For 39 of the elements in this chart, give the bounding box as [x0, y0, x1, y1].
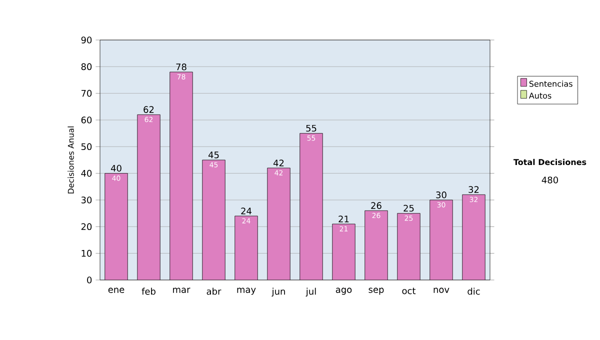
- text: Total Decisiones: [513, 158, 586, 166]
- y-axis-title: Decisiones Anual: [68, 126, 74, 194]
- x-tick-label: ago: [336, 288, 352, 295]
- x-tick-label: mar: [173, 288, 190, 293]
- total-label: 24: [241, 208, 252, 214]
- x-tick-label: nov: [434, 288, 450, 293]
- total-label: 40: [110, 164, 122, 172]
- y-tick-label: 80: [81, 63, 92, 70]
- x-tick-label: sep: [368, 288, 384, 295]
- legend-label: Sentencias: [529, 80, 572, 87]
- y-tick-label: 10: [82, 250, 92, 257]
- x-tick-label: abr: [206, 288, 222, 295]
- x-tick-label: ene: [108, 288, 124, 293]
- y-tick-label: 70: [81, 90, 92, 97]
- y-tick-label: 20: [81, 223, 92, 230]
- text: 480: [542, 176, 558, 184]
- total-label: 26: [371, 202, 382, 209]
- total-label: 30: [436, 191, 446, 198]
- x-tick-label: may: [237, 288, 256, 295]
- y-tick-label: 40: [81, 170, 92, 177]
- x-tick-label: dic: [468, 288, 480, 295]
- y-tick-label: 0: [87, 276, 92, 284]
- total-label: 62: [144, 106, 154, 113]
- total-label: 25: [404, 204, 414, 212]
- y-tick-label: 50: [81, 143, 92, 150]
- y-tick-label: 30: [81, 196, 92, 204]
- x-tick-label: jun: [272, 288, 285, 296]
- total-label: 21: [338, 216, 349, 222]
- x-tick-label: feb: [142, 288, 156, 295]
- y-tick-label: 90: [81, 36, 92, 44]
- total-label: 42: [273, 160, 284, 166]
- total-label: 55: [306, 124, 316, 132]
- x-tick-label: jul: [306, 288, 316, 296]
- x-tick-label: oct: [402, 288, 416, 294]
- total-label: 32: [468, 186, 479, 193]
- legend-label: Autos: [528, 92, 552, 99]
- total-label: 78: [176, 63, 186, 70]
- total-label: 45: [208, 152, 219, 158]
- y-tick-label: 60: [81, 116, 92, 124]
